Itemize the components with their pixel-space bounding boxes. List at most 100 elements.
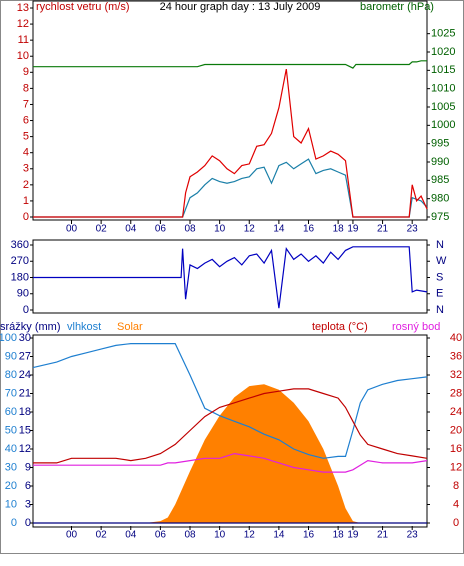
y-tick-label: 12: [17, 18, 29, 30]
y2-tick-label: 40: [450, 332, 462, 344]
x-tick-label: 21: [377, 224, 389, 235]
y-tick-label: 5: [23, 131, 29, 143]
y2-tick-label: 1020: [431, 46, 455, 58]
y3-tick-label: 24: [19, 369, 31, 381]
y-tick-label: 70: [5, 387, 17, 399]
x-tick-label: 08: [184, 530, 196, 541]
y2-tick-label: 12: [450, 461, 462, 473]
x-tick-label: 14: [273, 224, 285, 235]
y-tick-label: 13: [17, 2, 29, 14]
legend-label: srážky (mm): [0, 321, 61, 333]
y-tick-label: 30: [5, 461, 17, 473]
y-tick-label: 11: [18, 34, 29, 46]
y2-tick-label: 20: [450, 424, 462, 436]
y2-tick-label: 990: [431, 156, 449, 168]
y-tick-label: 20: [5, 480, 17, 492]
direction-panel-frame: [32, 239, 428, 314]
x-tick-label: 10: [214, 530, 226, 541]
y-tick-label: 3: [23, 163, 29, 175]
y-tick-label: 360: [11, 239, 29, 251]
x-tick-label: 00: [66, 224, 78, 235]
y-tick-label: 60: [5, 406, 17, 418]
y2-tick-label: 980: [431, 193, 449, 205]
y-tick-label: 0: [23, 211, 29, 223]
y-tick-label: 1: [23, 195, 29, 207]
x-tick-label: 14: [273, 530, 285, 541]
x-tick-label: 18: [333, 530, 345, 541]
line: [32, 343, 428, 459]
y3-tick-label: 6: [25, 480, 31, 492]
x-tick-label: 02: [96, 224, 108, 235]
y2-tick-label: 4: [453, 498, 459, 510]
x-tick-label: 21: [377, 530, 389, 541]
y3-tick-label: 18: [19, 406, 31, 418]
x-tick-label: 06: [155, 530, 167, 541]
x-tick-label: 16: [303, 530, 315, 541]
y3-tick-label: 3: [25, 498, 31, 510]
y2-tick-label: 28: [450, 387, 462, 399]
y2-tick-label: 16: [450, 443, 462, 455]
y-tick-label: 8: [23, 82, 29, 94]
y-tick-label: 90: [5, 350, 17, 362]
y-tick-label: 2: [23, 179, 29, 191]
chart-title: 24 hour graph day : 13 July 2009: [160, 1, 321, 13]
y3-tick-label: 9: [25, 461, 31, 473]
x-tick-label: 12: [244, 224, 256, 235]
wind-axis-label: rychlost vetru (m/s): [36, 1, 130, 13]
y-tick-label: 50: [5, 424, 17, 436]
x-tick-label: 04: [125, 224, 137, 235]
x-tick-label: 08: [184, 224, 196, 235]
x-tick-label: 18: [333, 224, 345, 235]
area: [33, 384, 427, 523]
y2-tick-label: N: [436, 239, 444, 251]
y-tick-label: 0: [11, 517, 17, 529]
x-tick-label: 19: [347, 224, 359, 235]
y-tick-label: 100: [0, 332, 17, 344]
y2-tick-label: 24: [450, 406, 462, 418]
legend-label: teplota (°C): [312, 321, 368, 333]
y3-tick-label: 0: [25, 517, 31, 529]
y2-tick-label: 36: [450, 350, 462, 362]
y2-tick-label: N: [436, 304, 444, 316]
line: [33, 246, 428, 309]
y-tick-label: 90: [17, 288, 29, 300]
x-tick-label: 00: [66, 530, 78, 541]
y-tick-label: 4: [23, 147, 29, 159]
x-tick-label: 04: [125, 530, 137, 541]
y2-tick-label: 1025: [431, 28, 455, 40]
y3-tick-label: 27: [19, 350, 31, 362]
y2-tick-label: E: [436, 288, 443, 300]
y-tick-label: 80: [5, 369, 17, 381]
y2-tick-label: W: [436, 255, 447, 267]
y-tick-label: 270: [11, 255, 29, 267]
x-tick-label: 23: [407, 530, 419, 541]
x-tick-label: 16: [303, 224, 315, 235]
x-tick-label: 23: [407, 224, 419, 235]
y2-tick-label: 0: [453, 517, 459, 529]
line: [33, 452, 428, 473]
x-tick-label: 19: [347, 530, 359, 541]
legend-label: vlhkost: [67, 321, 101, 333]
y2-tick-label: 1000: [431, 119, 455, 131]
y2-tick-label: 995: [431, 138, 449, 150]
line: [33, 68, 428, 218]
y-tick-label: 10: [5, 498, 17, 510]
x-tick-label: 02: [96, 530, 108, 541]
y-tick-label: 0: [23, 304, 29, 316]
y-tick-label: 7: [23, 98, 29, 110]
y2-tick-label: 32: [450, 369, 462, 381]
y2-tick-label: 1015: [431, 64, 455, 76]
legend-label: Solar: [117, 321, 143, 333]
legend-label: rosný bod: [392, 321, 440, 333]
line: [33, 388, 428, 464]
pressure-axis-label: barometr (hPa): [360, 1, 434, 13]
x-tick-label: 10: [214, 224, 226, 235]
y2-tick-label: S: [436, 271, 443, 283]
y2-tick-label: 985: [431, 174, 449, 186]
x-tick-label: 06: [155, 224, 167, 235]
y-tick-label: 10: [17, 50, 29, 62]
y-tick-label: 9: [23, 66, 29, 78]
y2-tick-label: 975: [431, 211, 449, 223]
y3-tick-label: 30: [19, 332, 31, 344]
